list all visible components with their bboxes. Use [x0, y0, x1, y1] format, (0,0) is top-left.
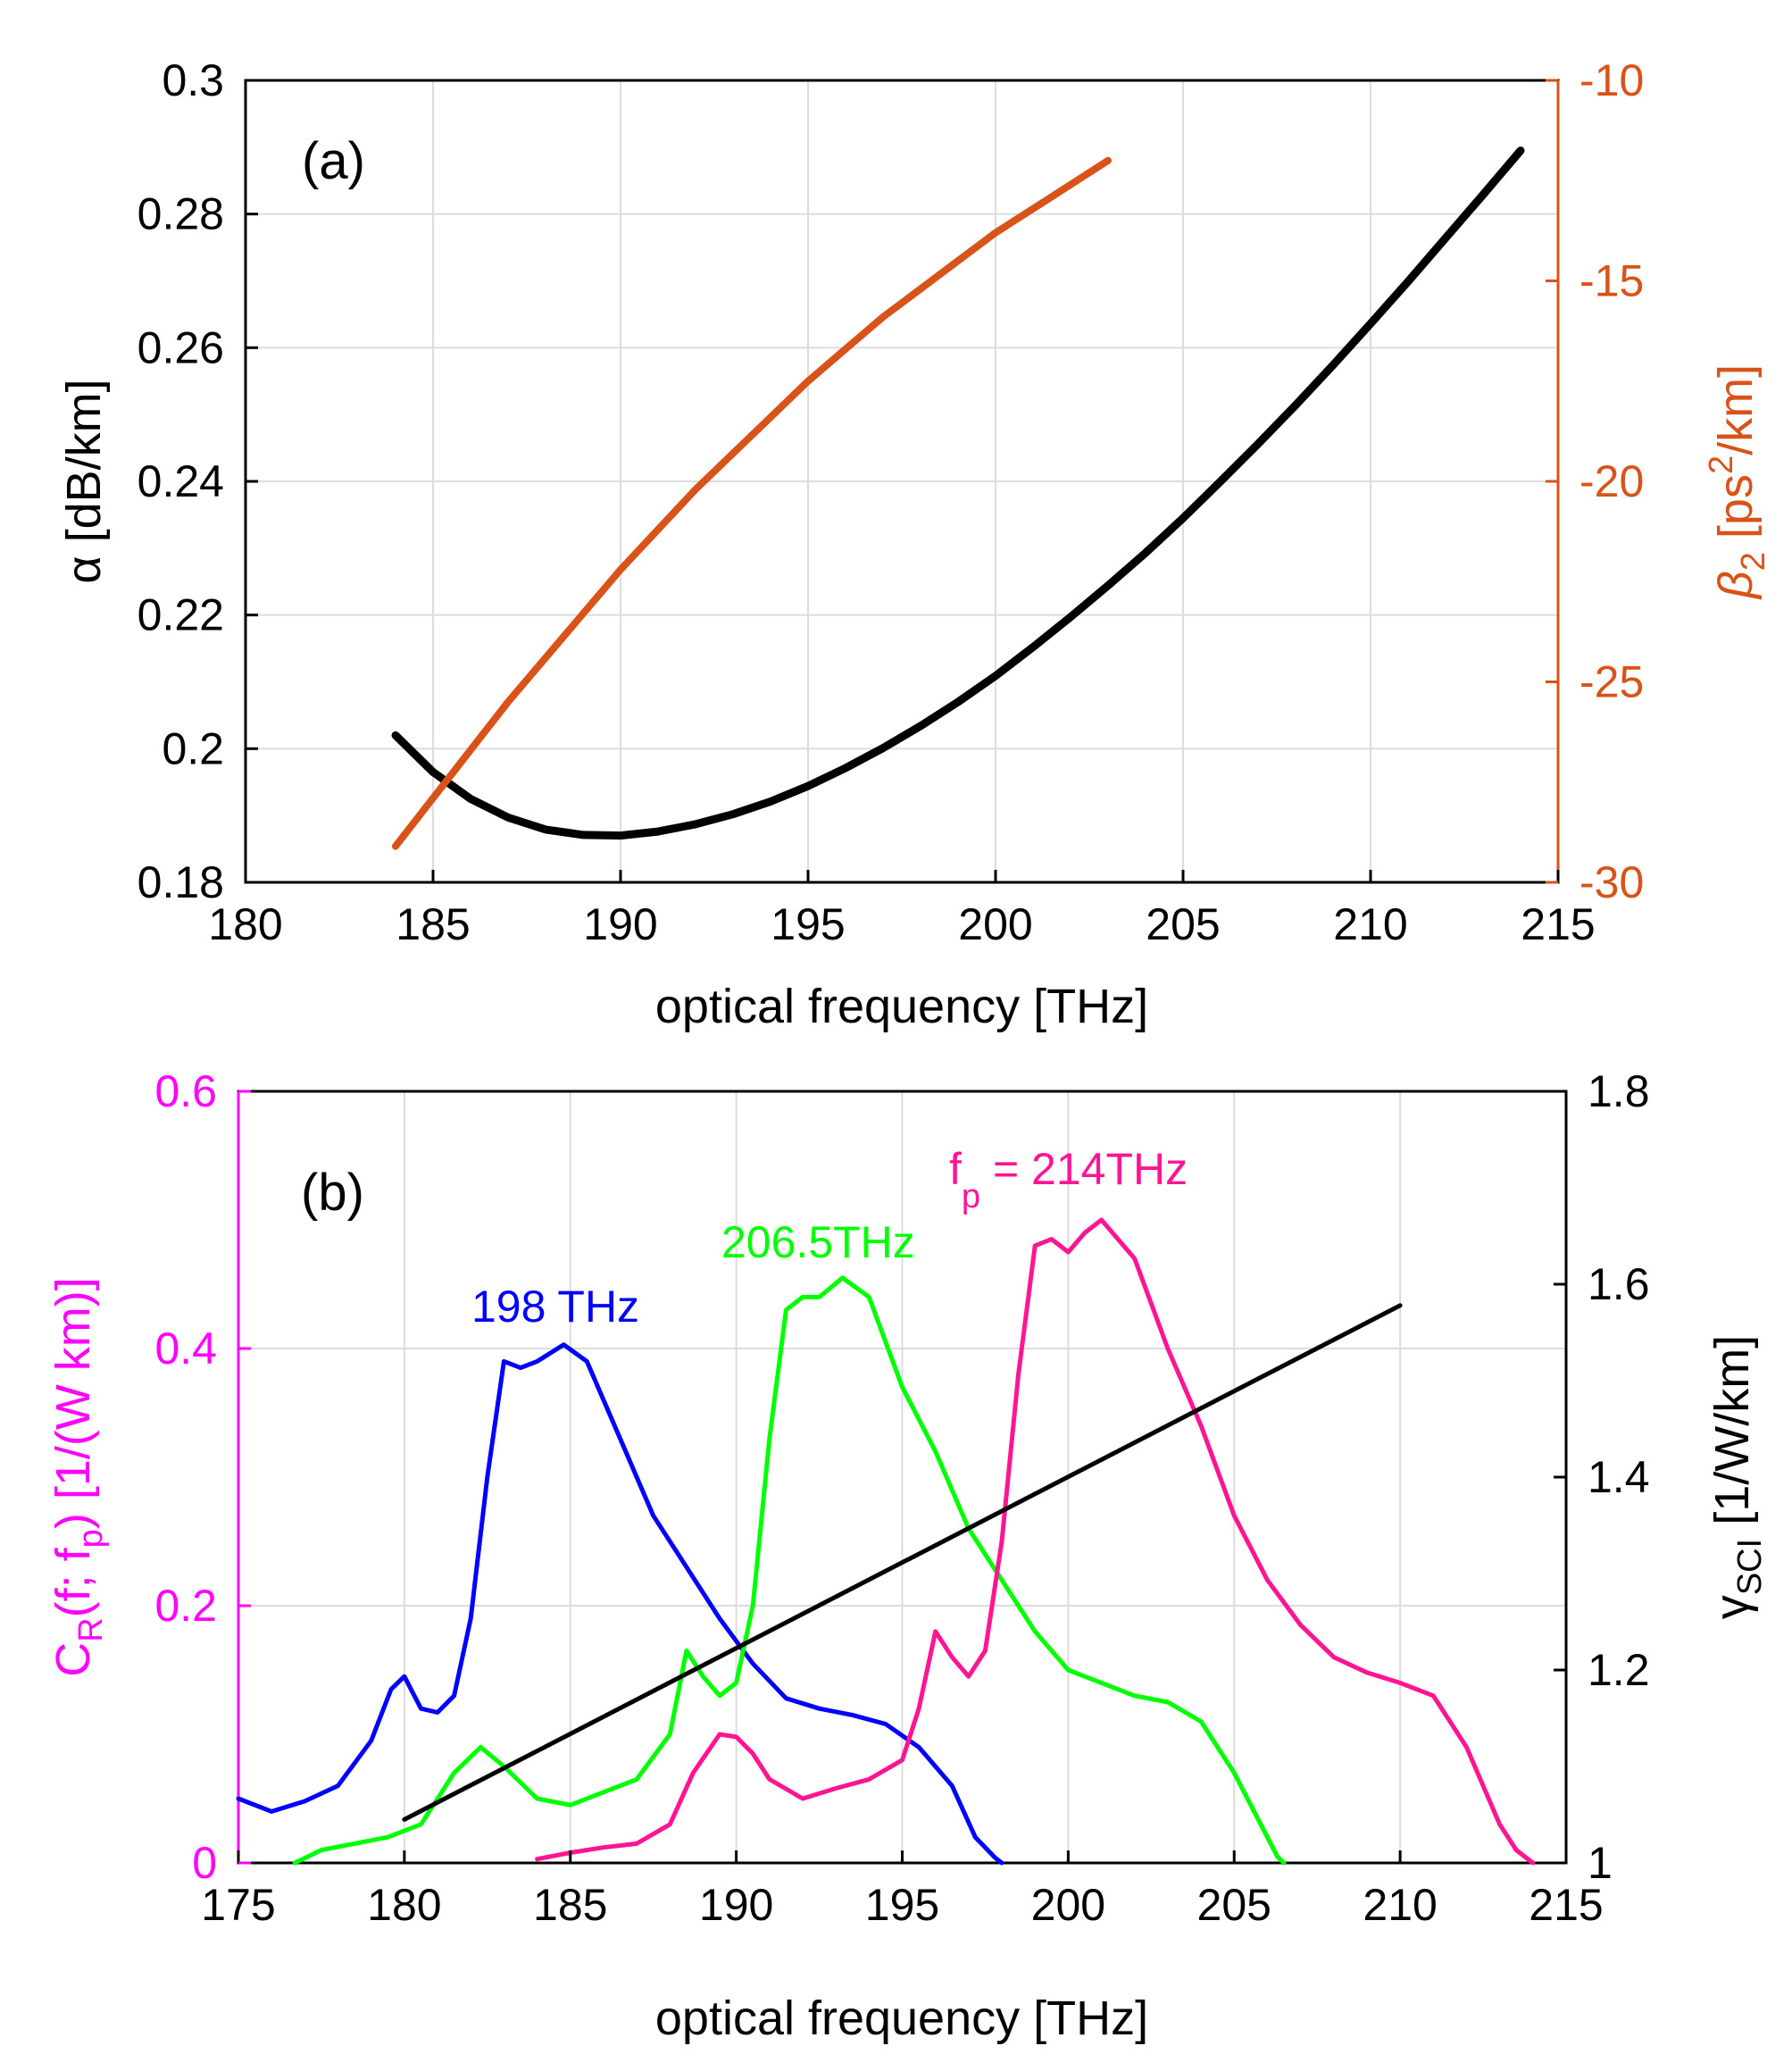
x-tick-label-210: 210	[1363, 1880, 1437, 1930]
annotation-fp-214thz: fp = 214THz	[949, 1144, 1188, 1215]
panel-a-ylabel-right: β2 [ps2/km]	[1703, 364, 1772, 600]
series-beta2	[392, 156, 1112, 850]
panel-b-ticks: 175 180 185 190 195 200 205 210 215 0 0.2 0.4 0.6 1 1.…	[154, 1066, 1649, 1930]
beta-unit-start: [ps	[1709, 474, 1763, 552]
x-tick-label-200: 200	[958, 899, 1032, 949]
y-right-tick-label-1: 1	[1588, 1838, 1613, 1888]
gamma-subscript: SCI	[1731, 1539, 1769, 1595]
panel-a-ticks: 180 185 190 195 200 205 210 215 0.18 0.2 0.22 0.24 0…	[138, 55, 1645, 949]
series-206-5thz	[292, 1275, 1287, 1866]
x-tick-label-195: 195	[771, 899, 845, 949]
y-left-tick-label-0.4: 0.4	[154, 1324, 217, 1374]
x-tick-label-215: 215	[1521, 899, 1595, 949]
y-left-tick-label-0.22: 0.22	[138, 590, 224, 640]
y-left-tick-label-0.3: 0.3	[162, 55, 224, 105]
x-tick-label-205: 205	[1146, 899, 1220, 949]
y-left-tick-label-0.6: 0.6	[154, 1066, 217, 1116]
beta-unit-superscript: 2	[1703, 455, 1740, 474]
y-right-tick-label--15: -15	[1579, 256, 1644, 306]
annotation-fp-rest: = 214THz	[980, 1144, 1188, 1194]
y-right-tick-label--20: -20	[1579, 456, 1644, 506]
x-tick-label-175: 175	[201, 1880, 275, 1930]
cr-subscript: R	[72, 1617, 110, 1641]
gamma-symbol: γ	[1705, 1595, 1759, 1619]
panel-b-grid	[238, 1090, 1567, 1864]
y-left-tick-label-0.26: 0.26	[138, 322, 224, 372]
x-tick-label-190: 190	[699, 1880, 773, 1930]
cr-symbol: C	[46, 1642, 100, 1677]
x-tick-label-195: 195	[865, 1880, 939, 1930]
gamma-unit: [1/W/km]	[1705, 1335, 1759, 1539]
annotation-fp-f: f	[949, 1144, 962, 1194]
panel-a-label: (a)	[302, 132, 365, 190]
cr-fp-subscript: p	[72, 1529, 110, 1548]
panel-a-grid	[245, 79, 1559, 883]
cr-args: (f; f	[46, 1547, 100, 1617]
beta-unit-end: /km]	[1709, 364, 1763, 455]
x-tick-label-210: 210	[1333, 899, 1407, 949]
panel-a-ylabel-left: α [dB/km]	[57, 379, 111, 583]
y-left-tick-label-0.24: 0.24	[138, 456, 224, 506]
panel-b-ylabel-right: γSCI [1/W/km]	[1705, 1335, 1769, 1619]
panel-a: 180 185 190 195 200 205 210 215 0.18 0.2 0.22 0.24 0…	[57, 55, 1772, 1033]
x-tick-label-180: 180	[367, 1880, 441, 1930]
beta-subscript: 2	[1735, 552, 1772, 571]
panel-b-xlabel: optical frequency [THz]	[655, 1992, 1148, 2045]
cr-unit: ) [1/(W km)]	[46, 1277, 100, 1529]
beta-symbol: β	[1709, 571, 1763, 600]
series-214thz	[535, 1217, 1536, 1866]
panel-b-ylabel-left: CR(f; fp) [1/(W km)]	[46, 1277, 110, 1677]
annotation-fp-sub: p	[962, 1178, 980, 1215]
y-left-tick-label-0: 0	[192, 1838, 217, 1888]
y-left-tick-label-0.18: 0.18	[138, 857, 224, 907]
y-right-tick-label--30: -30	[1579, 857, 1644, 907]
y-right-tick-label--10: -10	[1579, 55, 1644, 105]
y-right-tick-label-1.6: 1.6	[1588, 1259, 1650, 1309]
x-tick-label-205: 205	[1197, 1880, 1271, 1930]
y-left-tick-label-0.28: 0.28	[138, 189, 224, 239]
y-left-tick-label-0.2: 0.2	[154, 1581, 217, 1631]
panel-b: 175 180 185 190 195 200 205 210 215 0 0.2 0.4 0.6 1 1.…	[46, 1066, 1769, 2045]
x-tick-label-180: 180	[208, 899, 282, 949]
x-tick-label-215: 215	[1529, 1880, 1603, 1930]
y-right-tick-label--25: -25	[1579, 657, 1644, 707]
annotation-206-5thz: 206.5THz	[721, 1217, 915, 1267]
y-right-tick-label-1.8: 1.8	[1588, 1066, 1650, 1116]
x-tick-label-185: 185	[396, 899, 470, 949]
x-tick-label-185: 185	[533, 1880, 607, 1930]
panel-a-series	[391, 146, 1525, 850]
panel-b-label: (b)	[301, 1164, 364, 1222]
y-left-tick-label-0.2: 0.2	[162, 723, 224, 773]
y-right-tick-label-1.4: 1.4	[1588, 1452, 1650, 1502]
series-alpha	[391, 146, 1525, 840]
y-right-tick-label-1.2: 1.2	[1588, 1645, 1650, 1695]
x-tick-label-190: 190	[583, 899, 657, 949]
annotation-198thz: 198 THz	[471, 1282, 639, 1332]
panel-a-xlabel: optical frequency [THz]	[655, 980, 1148, 1033]
series-gamma-sci	[402, 1303, 1403, 1822]
panel-b-series	[236, 1217, 1536, 1866]
series-198-thz	[236, 1342, 1004, 1866]
x-tick-label-200: 200	[1031, 1880, 1105, 1930]
